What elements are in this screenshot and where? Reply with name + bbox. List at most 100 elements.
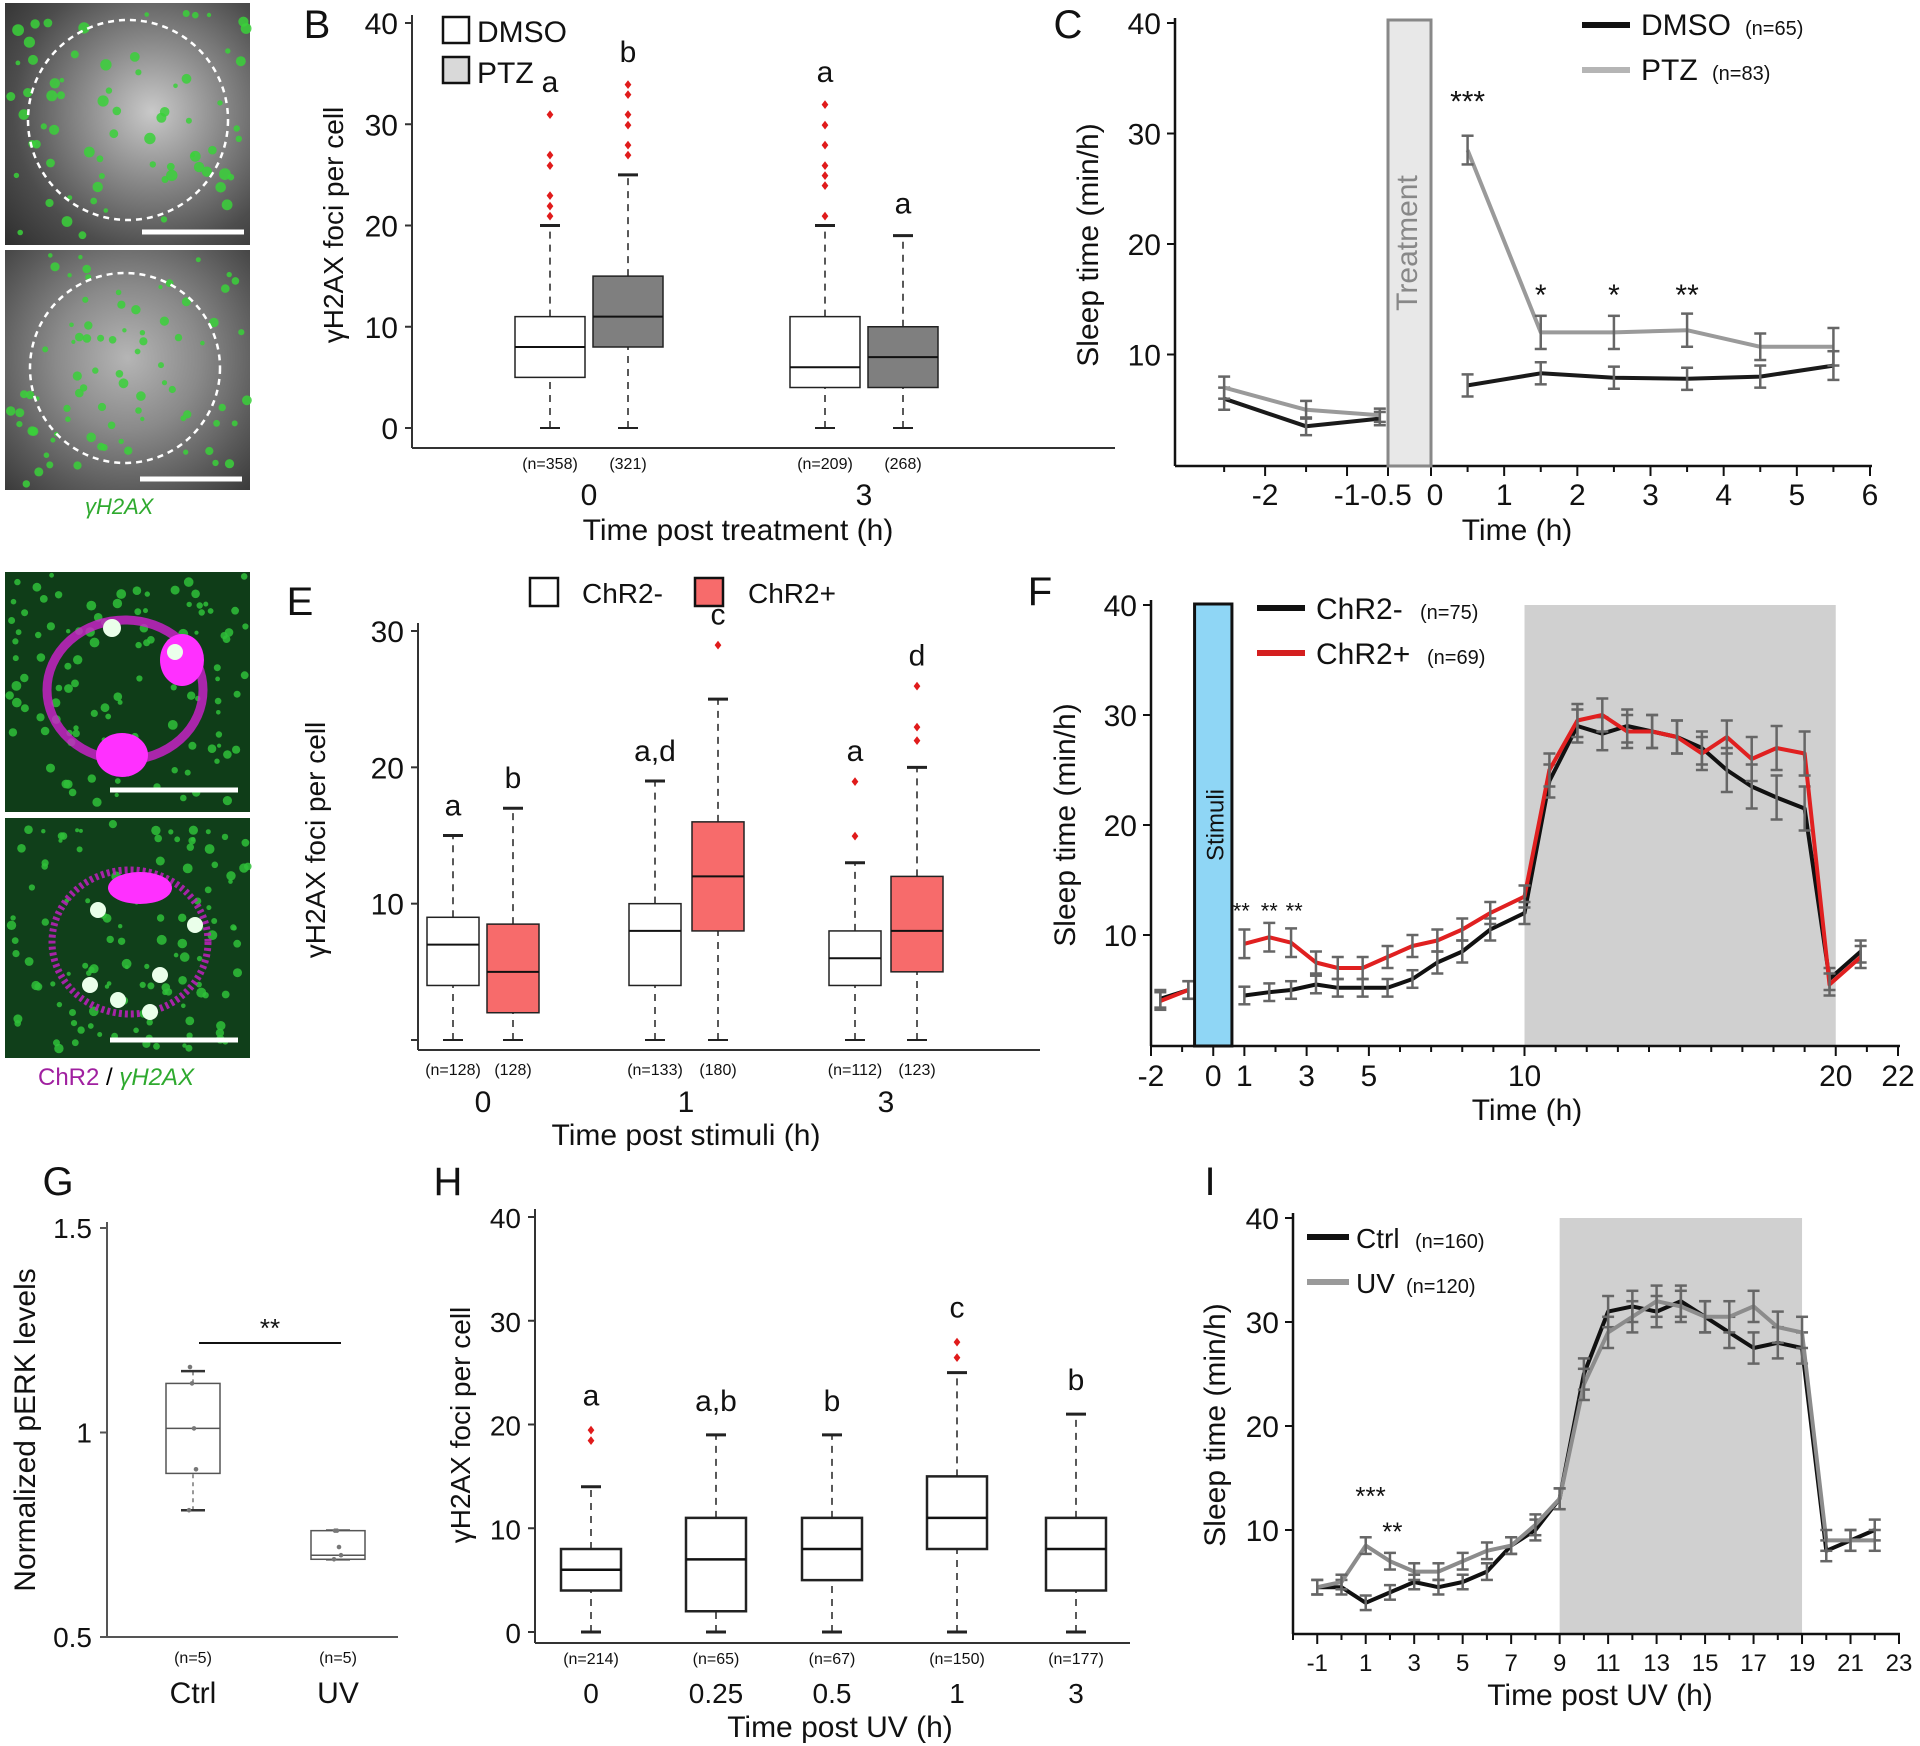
significance-stars: ** xyxy=(1675,279,1699,312)
x-tick-label: 15 xyxy=(1692,1650,1719,1677)
speckle xyxy=(242,623,249,630)
speckle xyxy=(129,52,140,62)
box xyxy=(890,875,944,973)
speckle xyxy=(232,745,241,754)
speckle xyxy=(233,968,242,978)
x-tick-label: 3 xyxy=(878,1086,895,1119)
y-tick-label: 1 xyxy=(76,1418,92,1449)
data-point xyxy=(187,1364,193,1370)
speckle xyxy=(48,253,53,258)
speckle xyxy=(134,348,141,355)
chart-h: 010203040♦♦a(n=214)a,b(n=65)b(n=67)♦♦c(n… xyxy=(445,1203,1130,1744)
speckle xyxy=(207,608,214,614)
speckle xyxy=(70,1020,78,1027)
bright-spot xyxy=(82,977,98,993)
panel-d-caption: ChR2 / γH2AX xyxy=(38,1064,194,1092)
speckle xyxy=(144,591,150,597)
speckle xyxy=(87,1023,94,1029)
speckle xyxy=(8,617,16,624)
speckle xyxy=(23,36,35,48)
y-tick-label: 10 xyxy=(371,889,404,922)
speckle xyxy=(69,322,74,328)
panel-a-caption: γH2AX xyxy=(85,494,154,519)
speckle xyxy=(68,788,77,797)
data-point xyxy=(189,1381,195,1386)
x-tick-label: 0 xyxy=(475,1086,492,1119)
significance-stars: ** xyxy=(1286,899,1304,924)
y-tick-label: 10 xyxy=(1246,1515,1279,1548)
speckle xyxy=(215,676,221,682)
speckle xyxy=(221,199,233,211)
speckle xyxy=(87,774,97,783)
series-line xyxy=(1467,363,1834,388)
speckle xyxy=(170,585,180,595)
x-tick-label: 4 xyxy=(1715,479,1732,512)
speckle xyxy=(105,87,113,94)
outlier-mark: ♦ xyxy=(623,139,634,153)
legend-label-ctrl: Ctrl xyxy=(1356,1223,1400,1254)
speckle xyxy=(168,829,174,835)
speckle xyxy=(92,367,99,374)
speckle xyxy=(27,426,37,436)
legend-swatch-chr2-pos xyxy=(693,576,725,608)
y-axis-label: Sleep time (min/h) xyxy=(1072,123,1105,366)
speckle xyxy=(64,662,72,670)
chart-e: 102030a(n=128)a,d(n=133)♦♦a(n=112)b(128)… xyxy=(300,599,1040,1152)
speckle xyxy=(78,231,87,240)
speckle xyxy=(158,284,163,290)
speckle xyxy=(198,609,205,616)
speckle xyxy=(113,692,123,701)
speckle xyxy=(34,982,43,991)
speckle xyxy=(182,1043,187,1048)
speckle xyxy=(124,965,129,970)
speckle xyxy=(159,316,169,326)
speckle xyxy=(223,750,232,759)
speckle xyxy=(213,419,221,427)
speckle xyxy=(215,182,226,193)
speckle xyxy=(65,416,71,423)
x-tick-label: 20 xyxy=(1819,1060,1852,1093)
significance-stars: ** xyxy=(260,1313,280,1343)
x-tick-label: 1 xyxy=(678,1086,695,1119)
speckle xyxy=(201,166,213,177)
data-point xyxy=(193,1467,199,1472)
speckle xyxy=(6,406,16,416)
speckle xyxy=(147,636,155,644)
bright-spot xyxy=(167,644,183,660)
legend-label-chr2-neg: ChR2- xyxy=(582,578,663,609)
speckle xyxy=(25,390,35,400)
x-tick-label: 9 xyxy=(1553,1650,1566,1677)
speckle xyxy=(100,703,110,713)
speckle xyxy=(23,88,33,98)
chart-b: 010203040♦♦♦♦♦♦a(n=358)♦♦♦♦♦♦♦a(n=209)♦♦… xyxy=(318,8,1115,547)
speckle xyxy=(212,459,219,467)
speckle xyxy=(46,622,56,631)
significance-stars: ** xyxy=(1382,1516,1402,1546)
speckle xyxy=(231,420,238,427)
significance-letter: d xyxy=(909,640,926,673)
speckle xyxy=(18,109,30,120)
x-tick-label: 0 xyxy=(1205,1060,1222,1093)
speckle xyxy=(214,758,220,764)
speckle xyxy=(50,262,60,272)
speckle xyxy=(40,726,50,736)
outlier-mark: ♦ xyxy=(820,98,831,112)
x-tick-label: 0 xyxy=(581,479,598,512)
n-label: (n=5) xyxy=(174,1650,212,1667)
y-tick-label: 1.5 xyxy=(53,1213,92,1244)
x-tick-label: -2 xyxy=(1252,479,1279,512)
speckle xyxy=(205,446,214,456)
y-tick-label: 20 xyxy=(371,752,404,785)
speckle xyxy=(10,598,17,605)
n-label: (268) xyxy=(884,456,921,473)
y-tick-label: 30 xyxy=(1104,700,1137,733)
speckle xyxy=(231,925,237,931)
speckle xyxy=(46,763,55,773)
speckle xyxy=(136,391,146,401)
treatment-label: Treatment xyxy=(1391,175,1424,311)
speckle xyxy=(206,905,212,911)
y-tick-label: 40 xyxy=(490,1203,521,1234)
speckle xyxy=(240,671,249,680)
speckle xyxy=(39,595,48,603)
y-tick-label: 0 xyxy=(505,1618,521,1649)
